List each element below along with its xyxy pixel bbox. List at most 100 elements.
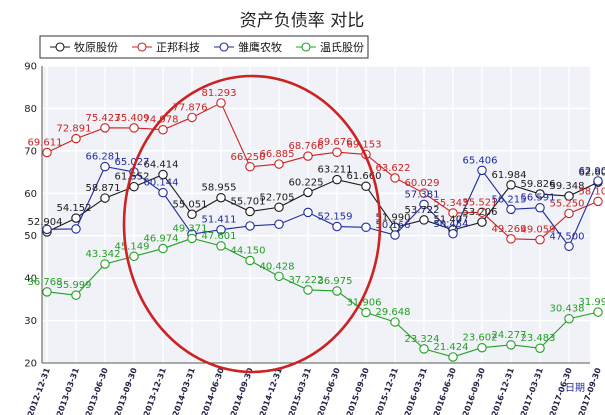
data-point-3	[245, 255, 255, 266]
data-point-1	[42, 147, 52, 158]
data-point-0	[274, 202, 284, 213]
data-label: 49.059	[521, 225, 556, 236]
data-point-1	[506, 234, 516, 244]
data-label: 37.222	[289, 275, 324, 286]
data-point-0	[216, 192, 226, 203]
series-line-0	[46, 173, 599, 233]
data-label: 55.051	[173, 199, 208, 210]
legend-swatch-marker	[55, 42, 65, 52]
data-label: 68.766	[289, 141, 324, 152]
data-point-2	[506, 204, 516, 215]
data-point-1	[245, 162, 255, 172]
x-tick-label: 2017-03-31	[519, 366, 545, 415]
data-label: 47.500	[550, 231, 585, 242]
data-label: 56.215	[492, 194, 527, 205]
data-label: 52.904	[28, 217, 63, 228]
data-label: 53.206	[463, 207, 498, 218]
legend-box	[39, 35, 369, 59]
data-label: 63.622	[376, 163, 411, 174]
data-label: 55.343	[434, 198, 469, 209]
legend-label: 正邦科技	[156, 40, 200, 54]
data-label: 52.705	[260, 192, 295, 203]
data-point-3	[274, 271, 284, 282]
x-tick-label: 2014-06-30	[200, 366, 226, 415]
data-label: 46.974	[144, 234, 179, 245]
data-label: 53.722	[405, 205, 440, 216]
data-label: 66.885	[260, 149, 295, 160]
data-label: 24.277	[492, 330, 527, 341]
data-label: 23.602	[463, 333, 498, 344]
data-point-1	[419, 188, 429, 198]
data-point-0	[477, 217, 487, 227]
data-point-1	[477, 207, 487, 218]
data-point-1	[390, 173, 400, 183]
data-point-1	[187, 112, 197, 123]
x-tick-label: 2014-09-30	[229, 366, 255, 415]
data-label: 69.676	[318, 137, 353, 148]
data-point-0	[419, 215, 429, 225]
data-point-0	[129, 181, 139, 192]
data-point-1	[158, 124, 168, 135]
y-tick-label: 60	[24, 189, 37, 200]
legend-label: 雏鹰农牧	[238, 40, 282, 54]
x-tick-label: 2016-03-31	[403, 366, 429, 415]
data-point-2	[332, 221, 342, 232]
y-tick-label: 70	[24, 146, 37, 157]
data-label: 69.611	[28, 138, 63, 149]
data-point-1	[593, 196, 603, 207]
data-point-1	[216, 98, 226, 108]
data-point-1	[303, 151, 313, 161]
legend-label: 温氏股份	[320, 41, 364, 54]
data-label: 64.414	[144, 160, 179, 171]
data-point-3	[332, 286, 342, 296]
data-point-3	[216, 241, 226, 251]
data-label: 65.027	[115, 157, 150, 168]
data-label: 35.999	[57, 280, 92, 291]
data-label: 58.955	[202, 183, 237, 194]
data-label: 77.876	[173, 102, 208, 113]
data-point-2	[274, 219, 284, 229]
x-tick-label: 2016-09-30	[461, 366, 487, 415]
data-label: 65.406	[463, 155, 498, 166]
data-point-2	[535, 202, 545, 213]
data-point-1	[564, 208, 574, 219]
data-point-0	[303, 187, 313, 198]
data-label: 54.152	[57, 203, 92, 214]
data-point-1	[274, 159, 284, 169]
data-label: 47.601	[202, 231, 237, 242]
y-tick-label: 30	[24, 316, 37, 327]
x-tick-label: 2013-06-30	[84, 366, 110, 415]
data-label: 36.975	[318, 276, 353, 287]
data-label: 31.906	[347, 297, 382, 308]
data-point-1	[448, 208, 458, 218]
x-tick-label: 2014-12-31	[258, 366, 284, 415]
data-point-2	[245, 221, 255, 231]
data-label: 66.250	[231, 152, 266, 163]
x-axis-label: 日期	[565, 382, 585, 394]
data-point-0	[564, 191, 574, 201]
data-label: 75.423	[86, 113, 121, 124]
data-label: 56.591	[521, 193, 556, 204]
data-point-2	[42, 224, 52, 235]
data-point-0	[187, 209, 197, 220]
data-label: 58.871	[86, 183, 121, 194]
data-point-1	[71, 133, 81, 144]
x-tick-label: 2015-06-30	[316, 366, 342, 415]
series-line-2	[46, 166, 599, 248]
data-point-2	[593, 176, 603, 186]
series-line-3	[46, 237, 599, 358]
data-point-3	[361, 307, 371, 318]
data-label: 52.159	[318, 212, 353, 223]
data-point-3	[593, 307, 603, 317]
data-point-1	[332, 147, 342, 157]
data-label: 66.281	[86, 152, 121, 163]
x-tick-label: 2015-09-30	[345, 366, 371, 415]
data-point-0	[71, 213, 81, 223]
data-label: 60.144	[144, 178, 179, 189]
data-label: 36.768	[28, 277, 63, 288]
data-label: 72.891	[57, 124, 92, 135]
data-label: 55.701	[231, 197, 266, 208]
data-point-3	[477, 342, 487, 353]
data-label: 63.211	[318, 165, 353, 176]
